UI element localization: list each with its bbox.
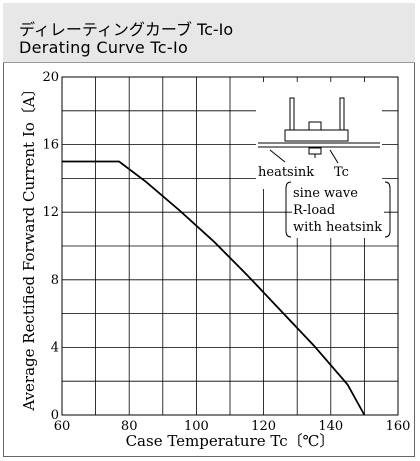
chart-header [3,3,415,63]
chart-title-japanese: ディレーティングカーブ Tc-Io [19,20,234,39]
x-axis-label: Case Temperature Tc〔℃〕 [126,432,335,450]
x-tick-label: 60 [54,419,71,434]
chart-title-english: Derating Curve Tc-Io [19,38,189,57]
tick-labels: 60 80 100 120 140 160 0 4 8 12 16 20 [42,70,410,434]
x-tick-label: 120 [251,419,276,434]
plot-area [61,76,399,416]
x-tick-label: 140 [318,419,343,434]
y-tick-label: 20 [42,70,59,85]
heatsink-label: heatsink [258,165,314,180]
condition-with-heatsink: with heatsink [293,220,382,235]
condition-sine-wave: sine wave [293,186,358,201]
condition-r-load: R-load [293,203,335,218]
y-tick-label: 0 [51,408,59,423]
series-line-io [62,160,366,416]
y-tick-label: 8 [51,273,59,288]
x-tick-label: 160 [386,419,411,434]
tc-label: Tc [334,165,349,180]
y-tick-label: 12 [42,205,59,220]
grid [62,77,398,415]
y-axis-label: Average Rectified Forward Current Io〔A〕 [20,81,38,411]
y-tick-label: 4 [51,340,59,355]
component-diagram-icon: heatsink Tc sine wave R-load with heatsi… [256,82,391,238]
x-tick-label: 80 [121,419,138,434]
x-tick-label: 100 [184,419,209,434]
y-tick-label: 16 [42,138,59,153]
